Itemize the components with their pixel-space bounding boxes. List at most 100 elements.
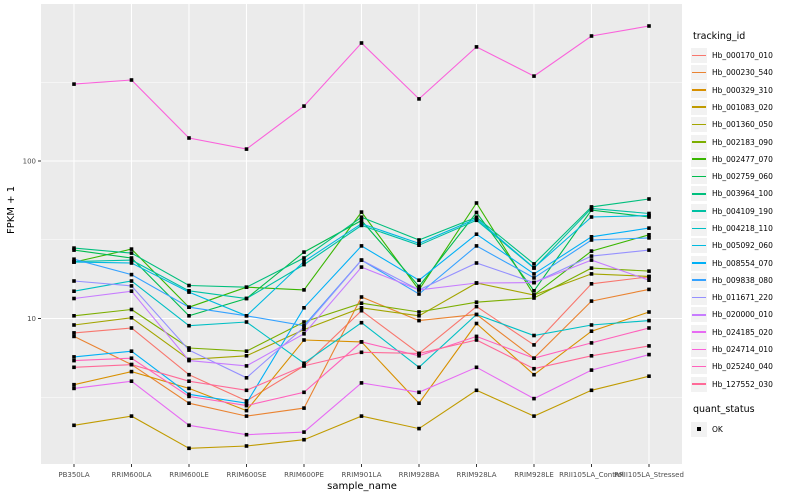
data-point [244, 444, 249, 448]
data-point [647, 374, 651, 378]
data-point [72, 365, 76, 370]
data-point [532, 372, 536, 377]
data-point [302, 361, 306, 365]
data-point [474, 261, 479, 265]
data-point [302, 338, 306, 342]
data-point [129, 261, 134, 265]
data-point [302, 250, 306, 254]
data-point [129, 414, 134, 418]
data-point [72, 382, 76, 387]
data-point [359, 218, 364, 223]
data-point [647, 213, 651, 218]
legend-line-icon [692, 262, 706, 264]
data-point [72, 260, 76, 264]
data-point [187, 314, 191, 318]
legend-line-icon [692, 175, 706, 178]
data-point [187, 392, 191, 397]
data-point [474, 232, 479, 236]
data-point [474, 300, 479, 304]
legend-entry-label: Hb_001083_020 [712, 102, 773, 112]
data-point [359, 210, 364, 214]
legend-line-icon [692, 71, 706, 74]
data-point [187, 136, 191, 140]
data-point [589, 368, 594, 372]
legend-entry-Hb_001360_050: Hb_001360_050 [691, 116, 773, 133]
legend-line-icon [692, 54, 706, 57]
legend-entry-label: Hb_020000_010 [712, 310, 773, 320]
legend-entry-label: Hb_001360_050 [712, 120, 773, 130]
data-point [187, 346, 191, 350]
legend-entry-Hb_009838_080: Hb_009838_080 [691, 272, 773, 289]
x-tick-label: RRIM600SE [226, 471, 266, 479]
legend-key-swatch [691, 203, 707, 219]
legend-key-swatch [691, 307, 707, 323]
data-point [244, 354, 249, 358]
x-axis-title: sample_name [327, 481, 397, 492]
data-point [647, 274, 651, 279]
legend-entry-label: Hb_000329_310 [712, 85, 773, 95]
data-point [244, 364, 249, 368]
data-point [589, 249, 594, 253]
data-point [417, 351, 421, 356]
data-point [359, 320, 364, 325]
data-point [187, 323, 191, 328]
legend-key-swatch [691, 65, 707, 81]
data-point [417, 310, 421, 314]
data-point [187, 394, 191, 399]
data-point [244, 432, 249, 437]
data-point [187, 446, 191, 451]
y-tick-label: 10 [27, 315, 36, 323]
data-point [72, 246, 76, 250]
data-point [474, 45, 479, 49]
data-point [187, 372, 191, 377]
data-point [589, 254, 594, 258]
data-point [647, 310, 651, 314]
legend-line-icon [692, 348, 706, 351]
data-point [72, 296, 76, 301]
data-point [244, 285, 249, 289]
data-point [244, 376, 249, 380]
data-point [532, 74, 536, 78]
x-tick-label: RRII105LA_Control [559, 471, 624, 479]
legend-entry-label: Hb_024714_010 [712, 345, 773, 355]
data-point [302, 325, 306, 329]
data-point [302, 430, 306, 434]
legend-entry-Hb_002183_090: Hb_002183_090 [691, 133, 773, 150]
data-point [72, 386, 76, 391]
data-point [417, 401, 421, 405]
data-point [589, 272, 594, 276]
data-point [359, 306, 364, 310]
data-point [359, 295, 364, 299]
data-point [244, 320, 249, 324]
x-tick-label: RRIM600PE [284, 471, 324, 479]
data-point [532, 333, 536, 338]
data-point [129, 279, 134, 283]
data-point [302, 262, 306, 267]
data-point [647, 318, 651, 323]
data-point [532, 272, 536, 276]
legend-entry-quant-ok: OK [691, 420, 723, 437]
data-point [647, 352, 651, 357]
data-point [474, 244, 479, 248]
data-point [129, 272, 134, 277]
data-point [302, 332, 306, 336]
data-point [244, 399, 249, 403]
data-point [302, 320, 306, 324]
data-point [302, 406, 306, 410]
legend-line-icon [692, 227, 706, 230]
data-point [302, 327, 306, 332]
legend-line-icon [692, 192, 706, 195]
data-point [417, 288, 421, 292]
legend-entry-label: Hb_025240_040 [712, 362, 773, 372]
legend-key-swatch [691, 221, 707, 236]
data-point [532, 266, 536, 270]
data-point [129, 307, 134, 312]
data-point [129, 349, 134, 353]
x-tick-label: RRIM901LA [341, 471, 381, 479]
data-point [532, 396, 536, 401]
legend-title-quant-status: quant_status [693, 404, 755, 415]
legend-entry-Hb_002477_070: Hb_002477_070 [691, 151, 773, 168]
data-point [474, 201, 479, 205]
data-point [244, 388, 249, 393]
